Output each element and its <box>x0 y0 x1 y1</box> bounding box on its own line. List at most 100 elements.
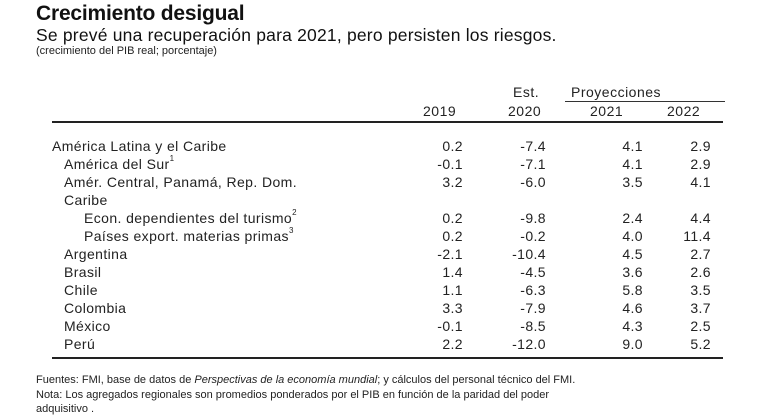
value-2020: -10.4 <box>512 246 546 262</box>
row-label-text: Argentina <box>64 246 128 262</box>
footnote-marker: 3 <box>288 226 294 235</box>
value-2022: 4.4 <box>690 210 711 226</box>
table-row: Amér. Central, Panamá, Rep. Dom. 3.2 -6.0 3… <box>0 174 770 191</box>
row-label-text: América Latina y el Caribe <box>52 138 227 154</box>
value-2019: 0.2 <box>442 228 463 244</box>
value-2020: -7.9 <box>520 300 546 316</box>
row-label-text: Chile <box>64 282 98 298</box>
table-row: Países export. materias primas3 0.2 -0.2 4.… <box>0 226 770 245</box>
row-label-text: Colombia <box>64 300 127 316</box>
row-label: Caribe <box>64 192 108 208</box>
row-label: Colombia <box>64 300 126 316</box>
value-2020: -7.1 <box>520 156 546 172</box>
row-label: Amér. Central, Panamá, Rep. Dom. <box>64 174 297 190</box>
row-label: Argentina <box>64 246 128 262</box>
value-2019: 2.2 <box>442 336 463 352</box>
header-rule <box>52 121 723 123</box>
row-label: Chile <box>64 282 98 298</box>
row-label: América del Sur1 <box>64 154 175 172</box>
value-2019: -0.1 <box>437 318 463 334</box>
row-label-text: Perú <box>64 336 96 352</box>
table-row: Colombia 3.3 -7.9 4.6 3.7 <box>0 300 770 317</box>
table-row: Econ. dependientes del turismo2 0.2 -9.8 2.… <box>0 208 770 227</box>
row-label-text: México <box>64 318 111 334</box>
year-header-2020: 2020 <box>508 103 542 119</box>
row-label-text: Amér. Central, Panamá, Rep. Dom. <box>64 174 297 190</box>
value-2021: 2.4 <box>622 210 643 226</box>
year-header-2019: 2019 <box>423 103 457 119</box>
row-label-text: América del Sur <box>64 156 170 172</box>
value-2022: 5.2 <box>690 336 711 352</box>
value-2019: 3.3 <box>442 300 463 316</box>
projections-header: Proyecciones <box>571 84 662 100</box>
value-2022: 4.1 <box>690 174 711 190</box>
table-row: América Latina y el Caribe 0.2 -7.4 4.1 2.9 <box>0 138 770 155</box>
note-line-1: Nota: Los agregados regionales son prome… <box>36 389 550 401</box>
value-2021: 9.0 <box>622 336 643 352</box>
row-label: Países export. materias primas3 <box>84 226 294 244</box>
unit-note: (crecimiento del PIB real; porcentaje) <box>36 45 217 57</box>
footnote-marker: 1 <box>169 154 175 163</box>
value-2019: 0.2 <box>442 138 463 154</box>
sources-suffix: ; y cálculos del personal técnico del FM… <box>377 374 576 386</box>
value-2020: -8.5 <box>520 318 546 334</box>
footnote-marker: 2 <box>292 208 297 217</box>
value-2020: -4.5 <box>520 264 546 280</box>
value-2022: 2.5 <box>690 318 711 334</box>
sources-line: Fuentes: FMI, base de datos de Perspecti… <box>36 374 575 388</box>
sources-prefix: Fuentes: FMI, base de datos de <box>36 374 195 386</box>
value-2021: 4.6 <box>622 300 643 316</box>
row-label: México <box>64 318 111 334</box>
value-2021: 4.5 <box>622 246 643 262</box>
value-2022: 3.5 <box>690 282 711 298</box>
page-title: Crecimiento desigual <box>36 2 245 25</box>
value-2022: 2.7 <box>690 246 711 262</box>
table-row: México -0.1 -8.5 4.3 2.5 <box>0 318 770 335</box>
value-2021: 4.1 <box>622 138 643 154</box>
value-2020: -12.0 <box>512 336 546 352</box>
row-label-text: Econ. dependientes del turismo <box>84 210 293 226</box>
value-2020: -9.8 <box>520 210 546 226</box>
value-2021: 3.6 <box>622 264 643 280</box>
value-2022: 2.6 <box>690 264 711 280</box>
bottom-rule <box>52 357 723 359</box>
value-2020: -7.4 <box>520 138 546 154</box>
row-label: Econ. dependientes del turismo2 <box>84 208 297 226</box>
year-header-2022: 2022 <box>667 103 701 119</box>
row-label-text: Países export. materias primas <box>84 228 289 244</box>
value-2021: 3.5 <box>622 174 643 190</box>
value-2022: 3.7 <box>690 300 711 316</box>
value-2022: 11.4 <box>683 228 711 244</box>
value-2021: 4.0 <box>622 228 643 244</box>
row-label: Perú <box>64 336 95 352</box>
value-2019: 1.4 <box>442 264 463 280</box>
note-line-2: adquisitivo . <box>36 403 95 415</box>
value-2019: 1.1 <box>442 282 463 298</box>
row-label-text: Caribe <box>64 192 108 208</box>
projections-underline <box>565 101 725 102</box>
row-label: Brasil <box>64 264 101 280</box>
sources-publication: Perspectivas de la economía mundial <box>194 374 378 386</box>
table-row: Caribe <box>0 192 770 209</box>
table-row: Perú 2.2 -12.0 9.0 5.2 <box>0 336 770 353</box>
table-row: Chile 1.1 -6.3 5.8 3.5 <box>0 282 770 299</box>
table-row: América del Sur1 -0.1 -7.1 4.1 2.9 <box>0 154 770 173</box>
row-label: América Latina y el Caribe <box>52 138 227 154</box>
value-2019: 0.2 <box>442 210 463 226</box>
year-header-2021: 2021 <box>590 103 624 119</box>
value-2022: 2.9 <box>690 138 711 154</box>
value-2022: 2.9 <box>690 156 711 172</box>
value-2020: -0.2 <box>520 228 546 244</box>
page-subtitle: Se prevé una recuperación para 2021, per… <box>36 25 557 45</box>
value-2021: 4.3 <box>622 318 643 334</box>
value-2020: -6.0 <box>520 174 546 190</box>
table-row: Brasil 1.4 -4.5 3.6 2.6 <box>0 264 770 281</box>
table-row: Argentina -2.1 -10.4 4.5 2.7 <box>0 246 770 263</box>
value-2019: -0.1 <box>437 156 463 172</box>
est-header: Est. <box>513 84 540 100</box>
value-2019: -2.1 <box>437 246 463 262</box>
value-2019: 3.2 <box>442 174 463 190</box>
row-label-text: Brasil <box>64 264 102 280</box>
value-2020: -6.3 <box>520 282 546 298</box>
value-2021: 4.1 <box>622 156 643 172</box>
